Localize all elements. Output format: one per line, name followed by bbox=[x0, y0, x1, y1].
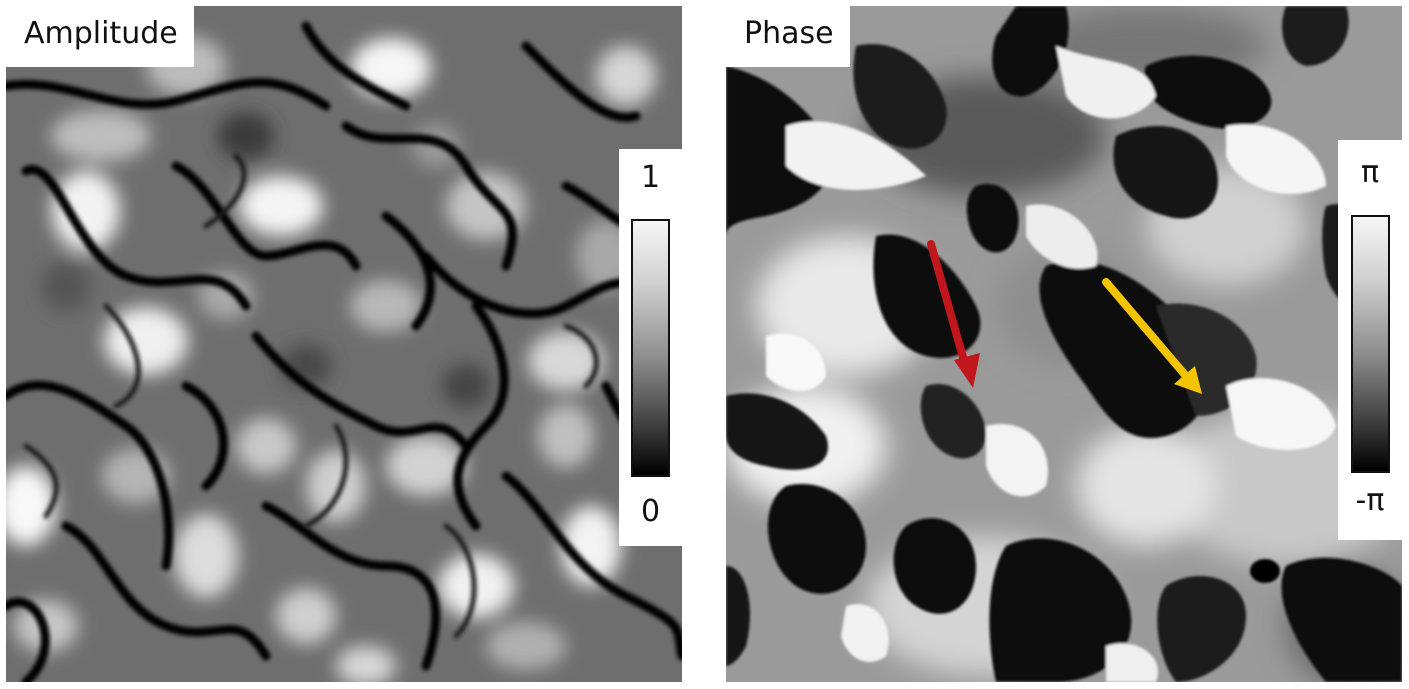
phase-colorbar-min-label: -π bbox=[1355, 483, 1385, 518]
phase-colorbar: π -π bbox=[1338, 140, 1402, 540]
phase-colorbar-gradient bbox=[1351, 215, 1390, 473]
amplitude-title: Amplitude bbox=[6, 6, 194, 67]
amplitude-panel: Amplitude 1 0 bbox=[6, 6, 682, 682]
phase-colorbar-max-label: π bbox=[1360, 155, 1380, 190]
amplitude-colorbar-gradient bbox=[631, 219, 670, 477]
phase-title: Phase bbox=[726, 6, 850, 67]
amplitude-colorbar: 1 0 bbox=[619, 149, 682, 546]
amplitude-colorbar-max-label: 1 bbox=[640, 160, 661, 195]
phase-panel: Phase π -π bbox=[726, 6, 1402, 682]
phase-map-image bbox=[726, 6, 1402, 682]
amplitude-colorbar-min-label: 0 bbox=[640, 494, 661, 529]
amplitude-speckle-image bbox=[6, 6, 682, 682]
